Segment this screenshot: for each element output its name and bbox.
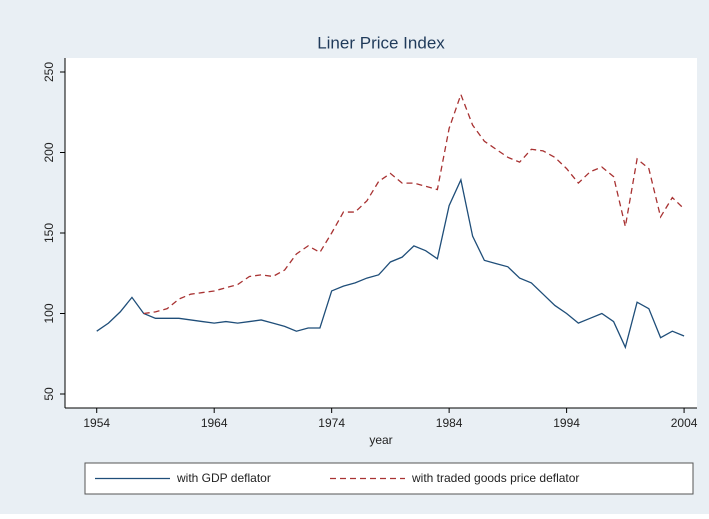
x-tick-label: 2004	[671, 416, 698, 430]
legend-label: with traded goods price deflator	[411, 471, 579, 485]
series-line	[143, 92, 685, 315]
x-tick-label: 1964	[201, 416, 228, 430]
y-tick-label: 150	[42, 223, 56, 243]
legend	[84, 462, 694, 495]
plot-area	[65, 58, 697, 408]
y-tick-label: 50	[42, 387, 56, 401]
y-tick-label: 250	[42, 62, 56, 82]
y-tick-label: 200	[42, 142, 56, 162]
series-line	[96, 177, 685, 350]
x-tick-label: 1954	[83, 416, 110, 430]
x-tick-label: 1974	[318, 416, 345, 430]
x-tick-label: 1984	[436, 416, 463, 430]
x-axis-label: year	[369, 433, 392, 447]
legend-label: with GDP deflator	[176, 471, 271, 485]
x-tick-label: 1994	[553, 416, 580, 430]
chart-title: Liner Price Index	[317, 33, 445, 52]
y-tick-label: 100	[42, 303, 56, 323]
